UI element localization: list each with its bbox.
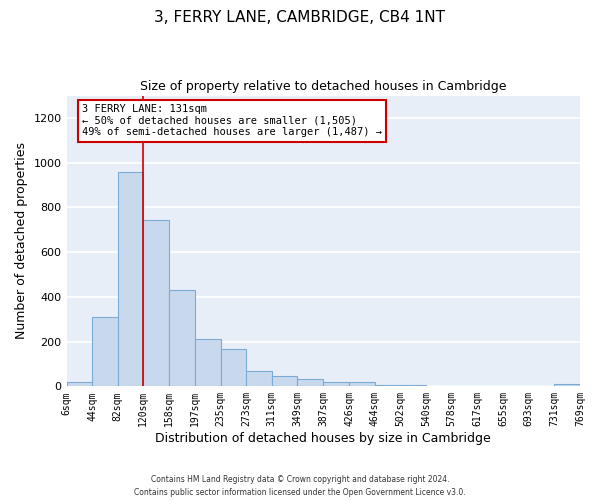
Bar [221, 350, 246, 387]
Bar [92, 318, 118, 386]
Bar [400, 384, 426, 386]
X-axis label: Distribution of detached houses by size in Cambridge: Distribution of detached houses by size … [155, 432, 491, 445]
Bar [118, 172, 143, 386]
Bar [246, 370, 272, 386]
Bar [195, 340, 221, 386]
Bar [298, 379, 323, 386]
Title: Size of property relative to detached houses in Cambridge: Size of property relative to detached ho… [140, 80, 506, 93]
Text: 3, FERRY LANE, CAMBRIDGE, CB4 1NT: 3, FERRY LANE, CAMBRIDGE, CB4 1NT [155, 10, 445, 25]
Bar [323, 382, 349, 386]
Bar [143, 220, 169, 386]
Bar [272, 376, 298, 386]
Bar [349, 382, 375, 386]
Text: 3 FERRY LANE: 131sqm
← 50% of detached houses are smaller (1,505)
49% of semi-de: 3 FERRY LANE: 131sqm ← 50% of detached h… [82, 104, 382, 138]
Bar [67, 382, 92, 386]
Y-axis label: Number of detached properties: Number of detached properties [15, 142, 28, 340]
Text: Contains HM Land Registry data © Crown copyright and database right 2024.
Contai: Contains HM Land Registry data © Crown c… [134, 476, 466, 497]
Bar [375, 384, 400, 386]
Bar [554, 384, 580, 386]
Bar [169, 290, 195, 386]
